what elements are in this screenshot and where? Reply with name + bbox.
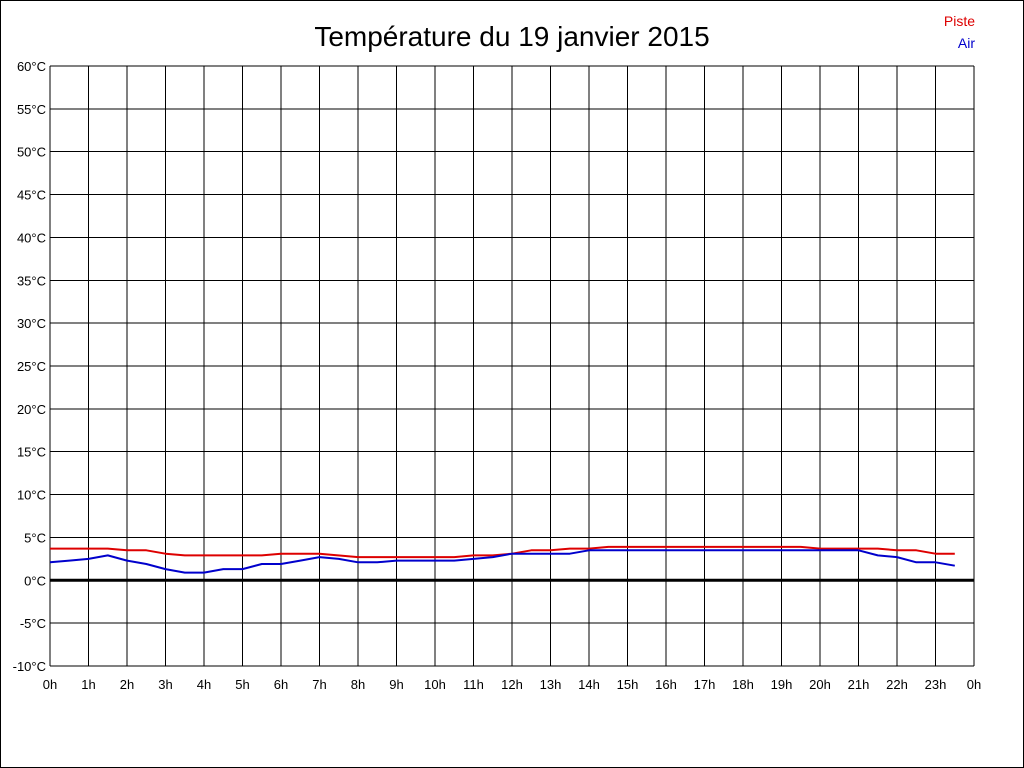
x-tick-label: 1h	[81, 677, 95, 692]
series-lines	[49, 545, 955, 574]
y-axis-ticks: 60°C 55°C 50°C 45°C 40°C 35°C 30°C 25°C 20°C 15°C…	[13, 59, 46, 674]
y-tick-label: -10°C	[13, 659, 46, 674]
x-tick-label: 17h	[694, 677, 716, 692]
x-tick-label: 8h	[351, 677, 365, 692]
x-axis-ticks: 0h 1h 2h 3h 4h 5h 6h 7h 8h 9h 10h 11h 12h 13h 14h 15h 16…	[43, 677, 981, 692]
y-tick-label: 35°C	[17, 273, 46, 288]
x-tick-label: 13h	[540, 677, 562, 692]
y-tick-label: 15°C	[17, 445, 46, 460]
x-tick-label: 0h	[967, 677, 981, 692]
x-tick-label: 9h	[389, 677, 403, 692]
x-tick-label: 18h	[732, 677, 754, 692]
x-tick-label: 14h	[578, 677, 600, 692]
x-tick-label: 21h	[848, 677, 870, 692]
y-tick-label: 30°C	[17, 316, 46, 331]
x-tick-label: 6h	[274, 677, 288, 692]
y-tick-label: 20°C	[17, 402, 46, 417]
y-tick-label: 60°C	[17, 59, 46, 74]
y-tick-label: 40°C	[17, 230, 46, 245]
x-tick-label: 22h	[886, 677, 908, 692]
y-tick-label: 50°C	[17, 145, 46, 160]
series-line-air	[49, 549, 955, 574]
x-tick-label: 15h	[617, 677, 639, 692]
chart-title: Température du 19 janvier 2015	[314, 21, 709, 52]
x-tick-label: 2h	[120, 677, 134, 692]
y-tick-label: 10°C	[17, 488, 46, 503]
y-tick-label: -5°C	[20, 616, 46, 631]
legend-entry-air: Air	[958, 35, 975, 51]
x-tick-label: 4h	[197, 677, 211, 692]
y-tick-label: 5°C	[24, 530, 46, 545]
x-tick-label: 11h	[463, 677, 484, 692]
x-tick-label: 23h	[925, 677, 947, 692]
grid	[49, 65, 975, 667]
legend: Piste Air	[944, 13, 975, 51]
x-tick-label: 19h	[771, 677, 793, 692]
x-tick-label: 5h	[235, 677, 249, 692]
y-tick-label: 25°C	[17, 359, 46, 374]
x-tick-label: 10h	[424, 677, 446, 692]
x-tick-label: 12h	[501, 677, 523, 692]
y-tick-label: 55°C	[17, 102, 46, 117]
x-tick-label: 7h	[312, 677, 326, 692]
x-tick-label: 16h	[655, 677, 677, 692]
x-tick-label: 0h	[43, 677, 57, 692]
y-tick-label: 45°C	[17, 188, 46, 203]
x-tick-label: 20h	[809, 677, 831, 692]
x-tick-label: 3h	[158, 677, 172, 692]
legend-entry-piste: Piste	[944, 13, 975, 29]
y-tick-label: 0°C	[24, 573, 46, 588]
